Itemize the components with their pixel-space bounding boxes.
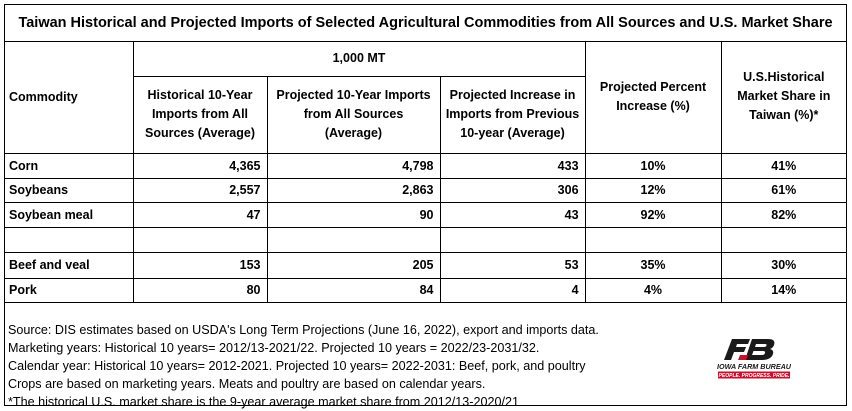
row-commodity: Soybeans bbox=[5, 177, 134, 203]
footnote-calendar-year: Calendar year: Historical 10 years= 2012… bbox=[8, 359, 586, 373]
row-share: 61% bbox=[720, 177, 847, 203]
row-share: 14% bbox=[720, 277, 847, 303]
row-projected: 84 bbox=[266, 277, 441, 303]
row-increase bbox=[439, 226, 586, 253]
row-historical: 4,365 bbox=[132, 152, 268, 179]
row-percent: 35% bbox=[584, 251, 722, 279]
table-row-empty bbox=[5, 226, 847, 253]
footnote-market-share: *The historical U.S. market share is the… bbox=[8, 395, 519, 409]
row-share bbox=[720, 226, 847, 253]
row-increase: 53 bbox=[439, 251, 586, 279]
row-share: 82% bbox=[720, 201, 847, 228]
row-share: 41% bbox=[720, 152, 847, 179]
commodity-table: Commodity 1,000 MT Projected Percent Incr… bbox=[5, 41, 847, 303]
header-percent-increase: Projected Percent Increase (%) bbox=[584, 41, 722, 154]
footnote-source: Source: DIS estimates based on USDA's Lo… bbox=[8, 323, 599, 337]
row-increase: 4 bbox=[439, 277, 586, 303]
header-unit: 1,000 MT bbox=[132, 41, 586, 77]
table-frame: Taiwan Historical and Projected Imports … bbox=[4, 4, 847, 409]
row-share: 30% bbox=[720, 251, 847, 279]
footnote-crops-meats: Crops are based on marketing years. Meat… bbox=[8, 377, 486, 391]
row-percent: 92% bbox=[584, 201, 722, 228]
row-commodity: Soybean meal bbox=[5, 201, 134, 228]
row-projected bbox=[266, 226, 441, 253]
row-projected: 4,798 bbox=[266, 152, 441, 179]
table-row: Beef and veal 153 205 53 35% 30% bbox=[5, 251, 847, 279]
row-increase: 43 bbox=[439, 201, 586, 228]
row-increase: 433 bbox=[439, 152, 586, 179]
row-historical: 47 bbox=[132, 201, 268, 228]
footnotes: Source: DIS estimates based on USDA's Lo… bbox=[5, 321, 708, 411]
logo-name: IOWA FARM BUREAU bbox=[717, 362, 792, 371]
header-commodity: Commodity bbox=[5, 41, 134, 154]
row-percent: 10% bbox=[584, 152, 722, 179]
row-projected: 2,863 bbox=[266, 177, 441, 203]
table-row: Corn 4,365 4,798 433 10% 41% bbox=[5, 152, 847, 179]
logo-tagline-bar bbox=[718, 371, 790, 379]
row-commodity: Corn bbox=[5, 152, 134, 179]
table-row: Soybeans 2,557 2,863 306 12% 61% bbox=[5, 177, 847, 203]
row-increase: 306 bbox=[439, 177, 586, 203]
row-commodity: Beef and veal bbox=[5, 251, 134, 279]
row-commodity bbox=[5, 226, 134, 253]
header-projected-increase: Projected Increase in Imports from Previo… bbox=[439, 75, 586, 154]
header-us-market-share: U.S.Historical Market Share in Taiwan (%)* bbox=[720, 41, 847, 154]
header-historical-imports: Historical 10-Year Imports from All Source… bbox=[133, 75, 268, 154]
row-percent: 12% bbox=[584, 177, 722, 203]
row-historical bbox=[132, 226, 268, 253]
iowa-farm-bureau-logo-icon: IOWA FARM BUREAU PEOPLE. PROGRESS. PRIDE… bbox=[717, 339, 792, 379]
table-title: Taiwan Historical and Projected Imports … bbox=[5, 5, 846, 42]
row-historical: 153 bbox=[132, 251, 268, 279]
row-projected: 90 bbox=[266, 201, 441, 228]
row-projected: 205 bbox=[266, 251, 441, 279]
row-historical: 80 bbox=[132, 277, 268, 303]
footnote-marketing-years: Marketing years: Historical 10 years= 20… bbox=[8, 341, 540, 355]
table-row: Pork 80 84 4 4% 14% bbox=[5, 277, 847, 303]
table-row: Soybean meal 47 90 43 92% 82% bbox=[5, 201, 847, 228]
row-percent: 4% bbox=[584, 277, 722, 303]
row-commodity: Pork bbox=[5, 277, 134, 303]
row-percent bbox=[584, 226, 722, 253]
fb-mark bbox=[724, 339, 775, 360]
header-projected-imports: Projected 10-Year Imports from All Source… bbox=[266, 75, 441, 154]
logo-tagline: PEOPLE. PROGRESS. PRIDE. bbox=[719, 373, 790, 379]
row-historical: 2,557 bbox=[132, 177, 268, 203]
